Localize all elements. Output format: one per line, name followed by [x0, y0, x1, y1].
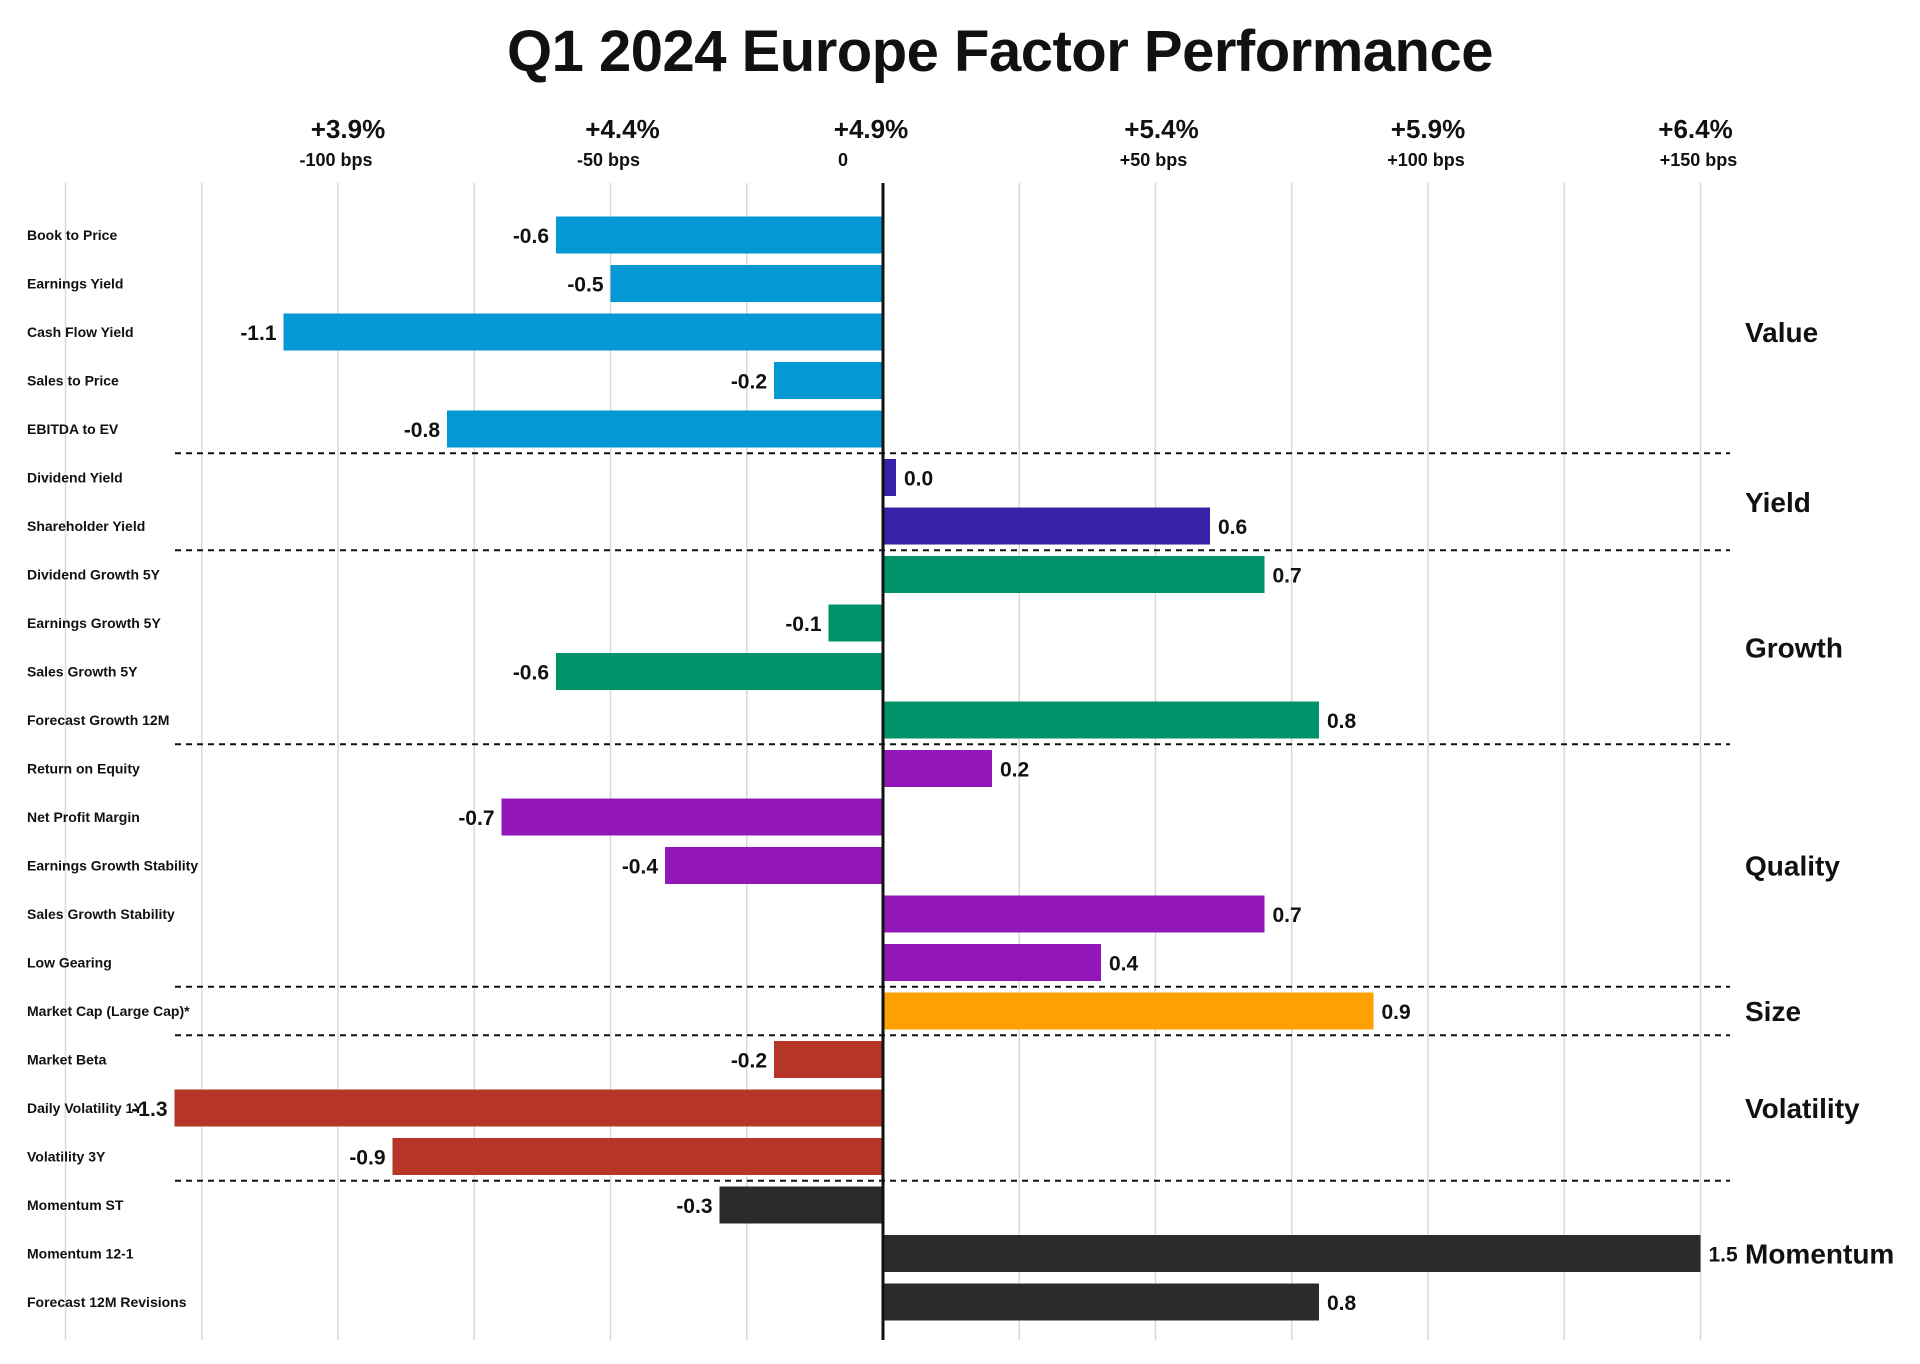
row-label: Cash Flow Yield — [27, 324, 134, 340]
bar — [883, 1283, 1319, 1321]
bar — [883, 992, 1374, 1030]
bar-value-label: -0.7 — [458, 807, 494, 830]
row-label: Low Gearing — [27, 955, 112, 971]
x-tick-percent-label: +4.4% — [585, 114, 659, 144]
row-label: Sales to Price — [27, 373, 119, 389]
bar-value-label: -0.9 — [349, 1147, 385, 1170]
row-label: Forecast 12M Revisions — [27, 1294, 187, 1310]
bar — [174, 1089, 883, 1127]
bar-value-label: 0.8 — [1327, 1292, 1357, 1315]
bar-value-label: 0.9 — [1382, 1001, 1411, 1024]
bar-value-label: 0.2 — [1000, 759, 1029, 782]
x-tick-percent-label: +6.4% — [1658, 114, 1732, 144]
x-tick-bps-label: -50 bps — [577, 150, 640, 170]
row-label: Return on Equity — [27, 761, 140, 777]
group-label: Momentum — [1745, 1239, 1894, 1270]
group-label: Value — [1745, 317, 1818, 348]
row-label: Earnings Yield — [27, 276, 123, 292]
x-tick-percent-label: +4.9% — [834, 114, 908, 144]
x-tick-percent-label: +5.4% — [1124, 114, 1198, 144]
x-tick-bps-label: +150 bps — [1660, 150, 1738, 170]
bar — [774, 362, 883, 399]
row-label: EBITDA to EV — [27, 421, 119, 437]
bar-value-label: 0.6 — [1218, 516, 1247, 539]
bar-value-label: 0.0 — [904, 468, 933, 491]
bar — [392, 1138, 883, 1175]
bar — [828, 604, 883, 642]
bar — [610, 265, 883, 302]
bar — [883, 895, 1265, 933]
bar-value-label: -0.4 — [622, 856, 659, 879]
row-label: Sales Growth Stability — [27, 906, 175, 922]
group-label: Yield — [1745, 487, 1811, 518]
bar-value-label: -0.2 — [731, 371, 767, 394]
bar — [501, 798, 883, 836]
bar-value-label: -1.1 — [240, 322, 277, 345]
group-label: Size — [1745, 996, 1801, 1027]
group-label: Volatility — [1745, 1093, 1860, 1124]
row-label: Market Beta — [27, 1052, 107, 1068]
bar-value-label: -0.8 — [404, 419, 441, 442]
bar-value-label: -0.6 — [513, 662, 549, 685]
x-tick-bps-label: 0 — [838, 150, 848, 170]
gridlines — [64, 183, 1702, 1340]
row-label: Momentum 12-1 — [27, 1246, 134, 1262]
x-tick-percent-label: +5.9% — [1391, 114, 1465, 144]
row-label: Market Cap (Large Cap)* — [27, 1003, 190, 1019]
row-label: Earnings Growth 5Y — [27, 615, 161, 631]
bar — [719, 1186, 883, 1224]
bar-value-label: 0.8 — [1327, 710, 1357, 733]
bar-value-label: 1.5 — [1709, 1244, 1739, 1267]
bar — [556, 653, 883, 690]
row-label: Dividend Yield — [27, 470, 123, 486]
bar — [883, 944, 1101, 981]
group-label: Quality — [1745, 851, 1840, 882]
bar-value-label: -0.1 — [785, 613, 822, 636]
bar-value-label: -0.3 — [676, 1195, 712, 1218]
x-tick-bps-label: +100 bps — [1387, 150, 1465, 170]
bar — [665, 847, 883, 884]
row-label: Net Profit Margin — [27, 809, 140, 825]
row-label: Sales Growth 5Y — [27, 664, 138, 680]
row-label: Volatility 3Y — [27, 1149, 106, 1165]
row-label: Earnings Growth Stability — [27, 858, 198, 874]
bar — [883, 750, 992, 787]
bar-value-label: -0.6 — [513, 225, 549, 248]
row-label: Dividend Growth 5Y — [27, 567, 161, 583]
bar-value-label: -0.2 — [731, 1050, 767, 1073]
bar — [883, 1235, 1701, 1272]
bar-value-label: 0.7 — [1273, 565, 1302, 588]
bar — [283, 313, 883, 351]
row-label: Forecast Growth 12M — [27, 712, 169, 728]
x-tick-bps-label: -100 bps — [299, 150, 372, 170]
x-tick-percent-label: +3.9% — [311, 114, 385, 144]
row-label: Shareholder Yield — [27, 518, 145, 534]
bar — [774, 1041, 883, 1078]
bar-value-label: 0.7 — [1273, 904, 1302, 927]
bar-value-label: -0.5 — [567, 274, 604, 297]
chart-title: Q1 2024 Europe Factor Performance — [506, 19, 1494, 84]
row-label: Momentum ST — [27, 1197, 124, 1213]
labels: Book to Price -0.6 Earnings Yield -0.5 Cash … — [27, 225, 1894, 1315]
bar — [447, 410, 883, 448]
bar — [883, 507, 1210, 545]
group-label: Growth — [1745, 632, 1843, 663]
bar-value-label: 0.4 — [1109, 953, 1139, 976]
bar — [556, 216, 883, 254]
bar-value-label: -1.3 — [131, 1098, 167, 1121]
x-axis-ticks: +3.9% -100 bps +4.4% -50 bps +4.9% 0 +5.4% +50 … — [299, 114, 1737, 170]
bar — [883, 701, 1319, 739]
bar — [883, 459, 896, 496]
bar — [883, 556, 1265, 593]
x-tick-bps-label: +50 bps — [1120, 150, 1188, 170]
bars — [174, 216, 1701, 1321]
row-label: Daily Volatility 1Y — [27, 1100, 143, 1116]
row-label: Book to Price — [27, 227, 117, 243]
